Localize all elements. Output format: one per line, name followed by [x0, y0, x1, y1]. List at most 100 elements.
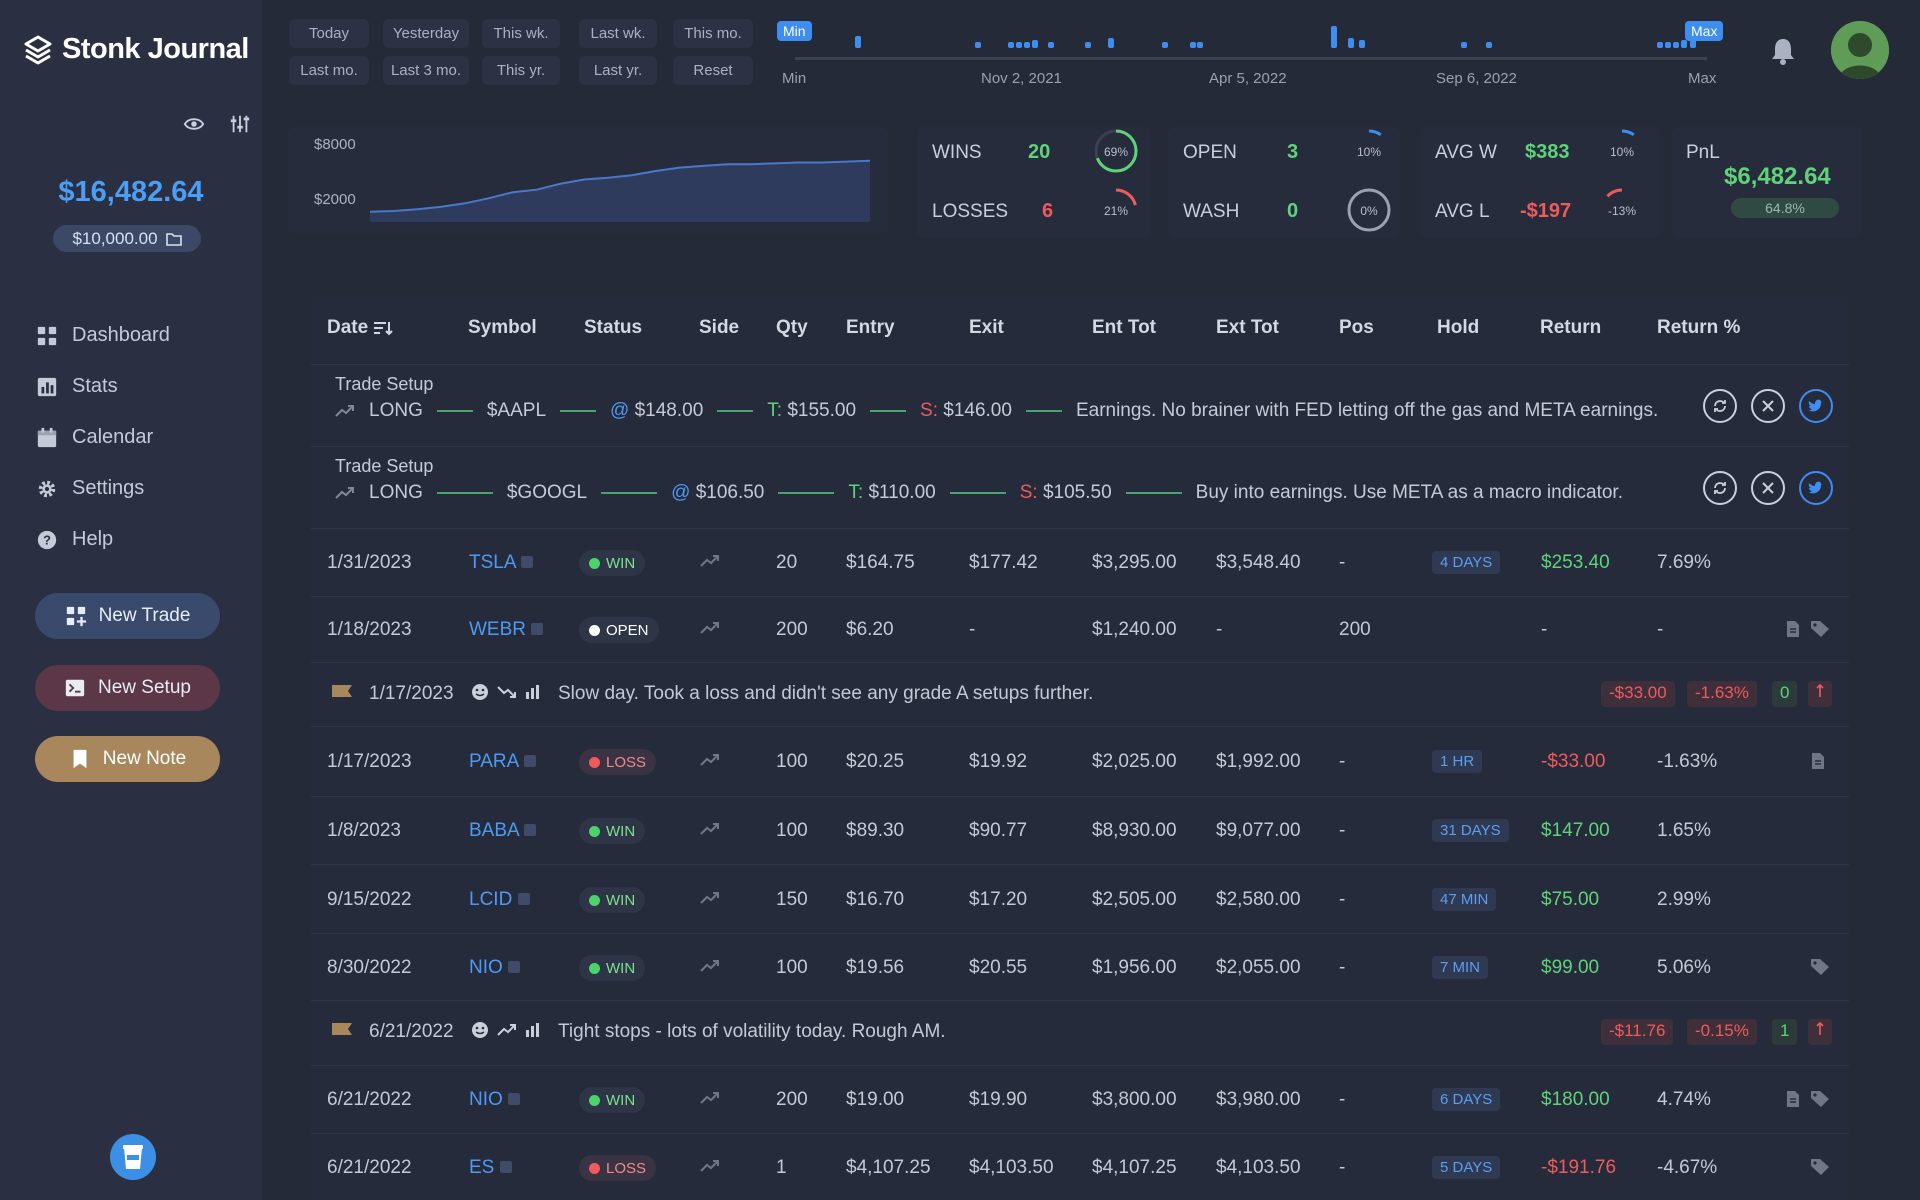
table-row[interactable]: 6/21/2022 NIO WIN 200 $19.00 $19.90 $3,800.00…	[311, 1065, 1849, 1133]
new-trade-label: New Trade	[98, 605, 191, 626]
trade-date: 9/15/2022	[327, 889, 412, 910]
col-header-entry[interactable]: Entry	[846, 317, 895, 338]
table-row[interactable]: 6/21/2022 ES LOSS 1 $4,107.25 $4,103.50 $4,10…	[311, 1133, 1849, 1200]
filter-last-week[interactable]: Last wk.	[579, 19, 657, 48]
trade-symbol-link[interactable]: NIO	[469, 1089, 521, 1111]
note-expand-button[interactable]	[1808, 1019, 1832, 1045]
notifications-button[interactable]	[1770, 37, 1796, 71]
timeline-track[interactable]	[795, 57, 1707, 60]
tag-button[interactable]	[1810, 620, 1830, 644]
trade-position: -	[1339, 751, 1346, 772]
trade-symbol-link[interactable]: ES	[469, 1157, 512, 1179]
filter-last-3-months[interactable]: Last 3 mo.	[383, 56, 469, 85]
eye-icon[interactable]	[183, 113, 205, 135]
note-expand-button[interactable]	[1808, 681, 1832, 707]
new-note-button[interactable]: New Note	[35, 736, 220, 782]
trade-symbol-link[interactable]: NIO	[469, 957, 521, 979]
wins-ring-label: 69%	[1103, 145, 1129, 159]
sidebar-item-settings[interactable]: Settings	[36, 463, 170, 514]
sidebar-item-stats[interactable]: Stats	[36, 361, 170, 412]
filter-last-year[interactable]: Last yr.	[579, 56, 657, 85]
col-header-qty[interactable]: Qty	[776, 317, 808, 338]
trade-symbol-link[interactable]: PARA	[469, 751, 536, 773]
filter-this-week[interactable]: This wk.	[482, 19, 560, 48]
smiley-icon	[472, 684, 488, 700]
note-indicator-icon	[520, 556, 533, 568]
convert-setup-button[interactable]	[1703, 389, 1737, 423]
avatar[interactable]	[1831, 21, 1889, 79]
table-row[interactable]: 9/15/2022 LCID WIN 150 $16.70 $17.20 $2,505.0…	[311, 864, 1849, 933]
tweet-setup-button[interactable]	[1799, 471, 1833, 505]
app-logo[interactable]: Stonk Journal	[22, 33, 249, 66]
timeline-tick	[1681, 40, 1687, 48]
trade-position: -	[1339, 957, 1346, 978]
trade-symbol-link[interactable]: BABA	[469, 820, 536, 842]
note-flag-icon	[331, 1021, 353, 1043]
filter-yesterday[interactable]: Yesterday	[383, 19, 469, 48]
trend-up-icon	[497, 1024, 516, 1036]
col-header-symbol[interactable]: Symbol	[468, 317, 537, 338]
delete-setup-button[interactable]	[1751, 471, 1785, 505]
table-row[interactable]: 8/30/2022 NIO WIN 100 $19.56 $20.55 $1,956.00…	[311, 933, 1849, 1000]
col-header-position[interactable]: Pos	[1339, 317, 1374, 338]
status-badge: WIN	[579, 955, 646, 981]
col-header-status[interactable]: Status	[584, 317, 643, 338]
smiley-icon	[472, 1022, 488, 1038]
setup-side: LONG	[369, 400, 423, 421]
status-dot	[589, 756, 600, 768]
sidebar-item-dashboard[interactable]: Dashboard	[36, 310, 170, 361]
col-header-return-pct[interactable]: Return %	[1657, 317, 1741, 338]
note-button[interactable]	[1811, 752, 1825, 776]
filter-reset[interactable]: Reset	[673, 56, 753, 85]
col-header-return[interactable]: Return	[1540, 317, 1602, 338]
filter-today[interactable]: Today	[289, 19, 369, 48]
range-max-handle[interactable]: Max	[1685, 21, 1724, 41]
col-header-exit-total[interactable]: Ext Tot	[1216, 317, 1279, 338]
note-button[interactable]	[1786, 1090, 1800, 1114]
sidebar-item-calendar[interactable]: Calendar	[36, 412, 170, 463]
sliders-icon[interactable]	[229, 113, 251, 135]
convert-setup-button[interactable]	[1703, 471, 1737, 505]
table-row[interactable]: 1/17/2023 PARA LOSS 100 $20.25 $19.92 $2,025.…	[311, 726, 1849, 796]
trade-setup-row[interactable]: Trade Setup LONG $GOOGL @ $106.50 T: $11…	[311, 446, 1849, 528]
sidebar-item-help[interactable]: ? Help	[36, 514, 170, 565]
trade-entry-total: $2,025.00	[1092, 751, 1177, 772]
trend-up-icon	[700, 622, 719, 634]
wins-label: WINS	[932, 142, 982, 163]
filter-last-month[interactable]: Last mo.	[289, 56, 369, 85]
delete-setup-button[interactable]	[1751, 389, 1785, 423]
table-row[interactable]: 1/31/2023 TSLA WIN 20 $164.75 $177.42 $3,295.…	[311, 528, 1849, 596]
avg-panel	[1420, 127, 1660, 238]
deposit-badge[interactable]: $10,000.00	[53, 225, 201, 252]
trade-symbol: NIO	[469, 957, 503, 978]
new-setup-button[interactable]: New Setup	[35, 665, 220, 711]
trade-symbol-link[interactable]: WEBR	[469, 619, 544, 641]
trade-entry: $4,107.25	[846, 1157, 931, 1178]
trade-symbol-link[interactable]: TSLA	[469, 552, 533, 574]
filter-this-month[interactable]: This mo.	[673, 19, 753, 48]
table-row[interactable]: 1/18/2023 WEBR OPEN 200 $6.20 - $1,240.00 - 200…	[311, 596, 1849, 662]
tag-button[interactable]	[1810, 1158, 1830, 1182]
table-row[interactable]: 1/8/2023 BABA WIN 100 $89.30 $90.77 $8,930.00…	[311, 796, 1849, 864]
journal-note-row[interactable]: 6/21/2022 Tight stops - lots of volatilit…	[311, 1000, 1849, 1062]
range-min-handle[interactable]: Min	[777, 21, 812, 41]
trade-symbol-link[interactable]: LCID	[469, 889, 530, 911]
trade-exit-total: $2,055.00	[1216, 957, 1301, 978]
col-header-date[interactable]: Date	[327, 317, 394, 339]
timeline-tick	[1108, 38, 1114, 48]
col-header-exit[interactable]: Exit	[969, 317, 1004, 338]
coffee-button[interactable]	[110, 1134, 156, 1180]
trade-setup-row[interactable]: Trade Setup LONG $AAPL @ $148.00 T: $155…	[311, 364, 1849, 446]
tag-button[interactable]	[1810, 1090, 1830, 1114]
new-trade-button[interactable]: New Trade	[35, 593, 220, 639]
col-header-hold[interactable]: Hold	[1437, 317, 1480, 338]
wins-value: 20	[1028, 141, 1051, 163]
col-header-entry-total[interactable]: Ent Tot	[1092, 317, 1157, 338]
note-button[interactable]	[1786, 620, 1800, 644]
tweet-setup-button[interactable]	[1799, 389, 1833, 423]
tag-button[interactable]	[1810, 958, 1830, 982]
trade-return-pct: 4.74%	[1657, 1089, 1711, 1110]
filter-this-year[interactable]: This yr.	[482, 56, 560, 85]
journal-note-row[interactable]: 1/17/2023 Slow day. Took a loss and didn'…	[311, 662, 1849, 724]
col-header-side[interactable]: Side	[699, 317, 740, 338]
